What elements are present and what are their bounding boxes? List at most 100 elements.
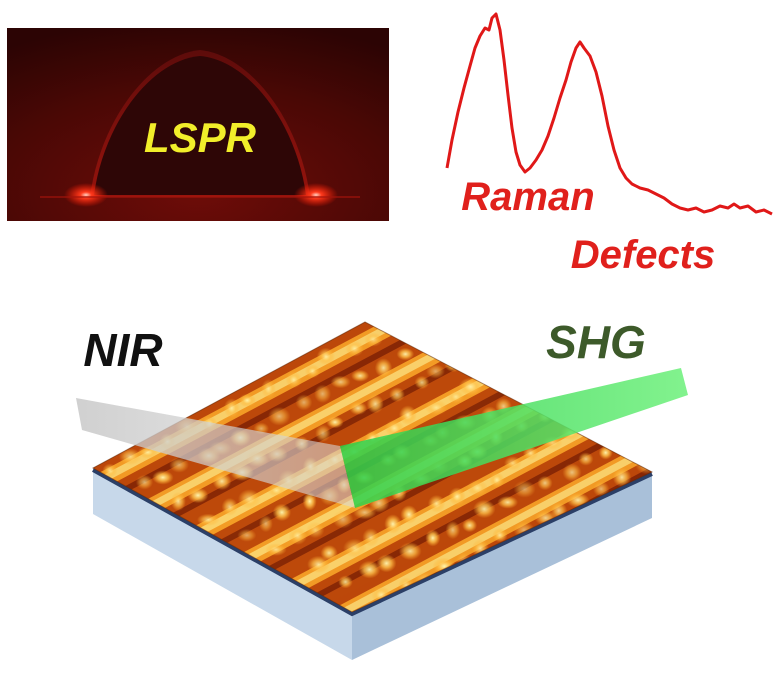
afm-surface-feature: [425, 529, 441, 547]
raman-spectrum: Raman Defects: [445, 12, 773, 277]
afm-surface-feature: [424, 399, 448, 416]
afm-surface-feature: [102, 463, 118, 478]
lspr-panel: LSPR: [7, 28, 389, 221]
afm-surface-feature: [458, 377, 483, 397]
afm-surface-feature: [295, 394, 313, 411]
afm-surface-feature: [578, 452, 594, 466]
raman-spectrum-line: [445, 12, 773, 216]
lspr-tip-shape: [94, 56, 306, 195]
afm-surface-feature: [447, 389, 465, 404]
afm-surface-feature: [616, 431, 637, 451]
afm-surface-feature: [426, 363, 445, 379]
afm-surface-feature: [362, 528, 380, 547]
afm-surface-feature: [285, 371, 302, 389]
afm-surface-feature: [169, 457, 190, 473]
afm-surface-feature: [444, 355, 463, 373]
afm-surface-feature: [212, 472, 232, 491]
afm-surface-feature: [396, 347, 415, 361]
afm-surface-feature: [261, 379, 276, 399]
afm-surface-feature: [592, 481, 610, 497]
substrate-left-face: [93, 468, 352, 660]
afm-surface-feature: [562, 463, 582, 482]
afm-surface-feature: [237, 528, 257, 542]
afm-surface-feature: [314, 384, 332, 403]
afm-surface-feature: [389, 387, 405, 402]
afm-surface-feature: [315, 424, 331, 442]
afm-surface-feature: [384, 419, 404, 437]
afm-surface-feature: [398, 542, 422, 561]
afm-surface-feature: [268, 406, 291, 426]
raman-label: Raman: [461, 175, 594, 219]
shg-label: SHG: [546, 316, 646, 368]
afm-surface-feature: [237, 489, 261, 509]
afm-surface-feature: [366, 394, 384, 414]
afm-surface-feature: [272, 503, 292, 522]
afm-surface-feature: [376, 554, 397, 573]
afm-surface-feature: [374, 358, 393, 378]
defects-label: Defects: [571, 233, 716, 277]
afm-surface-feature: [258, 515, 273, 533]
afm-surface-feature: [448, 487, 466, 506]
afm-surface-feature: [403, 322, 427, 333]
afm-surface-feature: [473, 499, 496, 519]
afm-surface-feature: [384, 514, 402, 534]
afm-surface-feature: [343, 538, 367, 558]
afm-surface-feature: [135, 474, 154, 490]
lspr-hotspot-left: [64, 183, 108, 207]
afm-surface-feature: [399, 405, 417, 425]
afm-surface-feature: [492, 528, 508, 543]
afm-surface-feature: [489, 472, 505, 488]
afm-surface-feature: [497, 495, 519, 509]
afm-surface-feature: [288, 527, 308, 545]
afm-surface-feature: [187, 487, 209, 504]
afm-surface-feature: [414, 375, 430, 390]
substrate-right-face: [352, 472, 652, 660]
substrate-top-edge: [92, 468, 653, 617]
afm-surface-feature: [504, 456, 522, 471]
afm-surface-feature: [427, 494, 446, 513]
afm-surface-feature: [330, 375, 351, 389]
afm-surface-feature: [635, 454, 652, 475]
shg-beam: [340, 368, 688, 508]
afm-surface-feature: [307, 555, 330, 574]
afm-surface-feature: [306, 521, 325, 539]
afm-surface-feature: [326, 416, 344, 429]
afm-surface-feature: [358, 560, 381, 579]
afm-surface-feature: [532, 379, 554, 394]
afm-surface-feature: [513, 480, 536, 498]
sample-substrate: [92, 468, 653, 660]
afm-surface-feature: [320, 545, 338, 561]
nir-beam: [76, 398, 355, 508]
afm-surface-feature: [462, 518, 478, 533]
afm-surface-feature: [332, 510, 354, 529]
afm-surface-feature: [345, 340, 364, 357]
afm-surface-feature: [223, 398, 240, 419]
afm-surface-feature: [351, 369, 370, 382]
afm-surface-feature: [612, 467, 632, 488]
afm-surface-feature: [302, 491, 317, 511]
afm-surface-feature: [267, 484, 286, 497]
afm-surface-feature: [338, 575, 353, 589]
lspr-label: LSPR: [144, 114, 257, 161]
afm-surface-feature: [152, 470, 174, 485]
afm-surface-feature: [316, 347, 335, 366]
afm-surface-feature: [669, 445, 691, 458]
afm-surface-feature: [238, 393, 256, 407]
afm-surface-feature: [221, 497, 238, 516]
afm-surface-feature: [436, 327, 454, 344]
afm-surface-feature: [647, 448, 652, 461]
afm-surface-feature: [197, 513, 220, 526]
afm-surface-feature: [304, 364, 321, 379]
lspr-hotspot-right: [294, 183, 338, 207]
afm-surface-feature: [445, 521, 461, 540]
afm-surface-feature: [467, 479, 488, 497]
afm-surface-feature: [483, 367, 502, 381]
afm-surface-feature: [118, 448, 142, 465]
afm-surface-feature: [364, 332, 383, 347]
afm-surface-feature: [400, 505, 418, 524]
afm-surface-feature: [170, 491, 186, 511]
afm-surface-feature: [537, 475, 553, 491]
nir-label: NIR: [83, 324, 162, 376]
afm-surface-feature: [465, 343, 483, 359]
